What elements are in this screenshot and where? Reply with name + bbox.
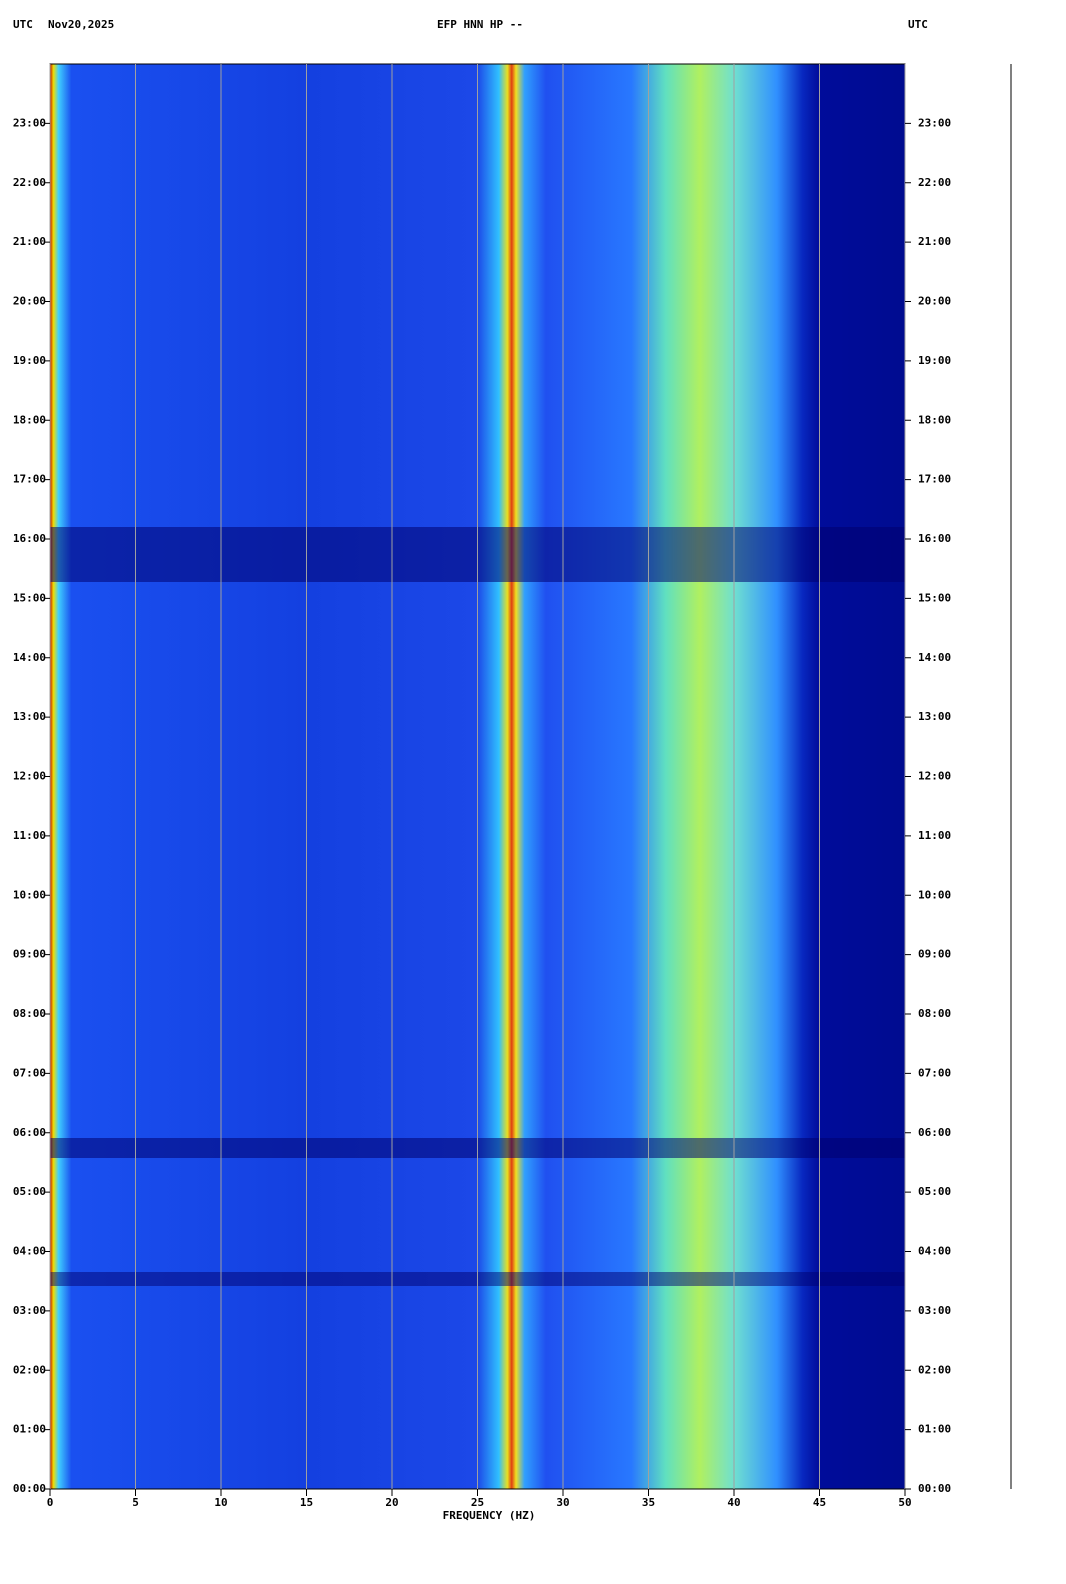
- y-tick-label: 18:00: [918, 413, 951, 426]
- y-tick-label: 12:00: [13, 770, 46, 783]
- y-tick-label: 17:00: [918, 473, 951, 486]
- x-tick-label: 35: [642, 1496, 655, 1509]
- left-timezone: UTC: [13, 18, 33, 31]
- y-tick-label: 03:00: [13, 1304, 46, 1317]
- y-tick-label: 13:00: [918, 710, 951, 723]
- y-tick-label: 23:00: [13, 116, 46, 129]
- y-tick-label: 21:00: [13, 235, 46, 248]
- y-tick-label: 22:00: [13, 176, 46, 189]
- y-tick-label: 01:00: [918, 1423, 951, 1436]
- y-tick-label: 22:00: [918, 176, 951, 189]
- y-tick-label: 20:00: [13, 295, 46, 308]
- y-tick-label: 02:00: [13, 1363, 46, 1376]
- y-tick-label: 02:00: [918, 1363, 951, 1376]
- y-tick-label: 11:00: [13, 829, 46, 842]
- y-tick-label: 18:00: [13, 413, 46, 426]
- y-tick-label: 16:00: [918, 532, 951, 545]
- y-tick-label: 13:00: [13, 710, 46, 723]
- y-tick-label: 00:00: [13, 1482, 46, 1495]
- x-tick-label: 0: [47, 1496, 54, 1509]
- y-tick-label: 09:00: [13, 948, 46, 961]
- x-tick-label: 40: [727, 1496, 740, 1509]
- x-tick-label: 30: [556, 1496, 569, 1509]
- y-tick-label: 07:00: [13, 1066, 46, 1079]
- y-tick-label: 15:00: [918, 591, 951, 604]
- y-tick-label: 17:00: [13, 473, 46, 486]
- x-tick-label: 45: [813, 1496, 826, 1509]
- y-tick-label: 03:00: [918, 1304, 951, 1317]
- x-tick-label: 20: [385, 1496, 398, 1509]
- y-tick-label: 06:00: [13, 1126, 46, 1139]
- y-tick-label: 10:00: [918, 888, 951, 901]
- y-tick-label: 19:00: [13, 354, 46, 367]
- y-tick-label: 12:00: [918, 770, 951, 783]
- y-tick-label: 00:00: [918, 1482, 951, 1495]
- y-tick-label: 05:00: [918, 1185, 951, 1198]
- y-tick-label: 06:00: [918, 1126, 951, 1139]
- y-tick-label: 14:00: [918, 651, 951, 664]
- y-tick-label: 07:00: [918, 1066, 951, 1079]
- y-tick-label: 01:00: [13, 1423, 46, 1436]
- y-tick-label: 04:00: [13, 1245, 46, 1258]
- y-tick-label: 04:00: [918, 1245, 951, 1258]
- right-timezone: UTC: [908, 18, 928, 31]
- x-axis-label: FREQUENCY (HZ): [443, 1509, 536, 1522]
- x-tick-label: 5: [132, 1496, 139, 1509]
- y-tick-label: 21:00: [918, 235, 951, 248]
- x-tick-label: 15: [300, 1496, 313, 1509]
- y-tick-label: 08:00: [13, 1007, 46, 1020]
- x-tick-label: 10: [214, 1496, 227, 1509]
- y-tick-label: 15:00: [13, 591, 46, 604]
- chart-title: EFP HNN HP --: [437, 18, 523, 31]
- y-tick-label: 09:00: [918, 948, 951, 961]
- y-tick-label: 14:00: [13, 651, 46, 664]
- y-tick-label: 23:00: [918, 116, 951, 129]
- y-tick-label: 16:00: [13, 532, 46, 545]
- y-tick-label: 08:00: [918, 1007, 951, 1020]
- y-tick-label: 11:00: [918, 829, 951, 842]
- date: Nov20,2025: [48, 18, 114, 31]
- y-tick-label: 10:00: [13, 888, 46, 901]
- y-tick-label: 05:00: [13, 1185, 46, 1198]
- y-tick-label: 19:00: [918, 354, 951, 367]
- y-tick-label: 20:00: [918, 295, 951, 308]
- x-tick-label: 25: [471, 1496, 484, 1509]
- x-tick-label: 50: [898, 1496, 911, 1509]
